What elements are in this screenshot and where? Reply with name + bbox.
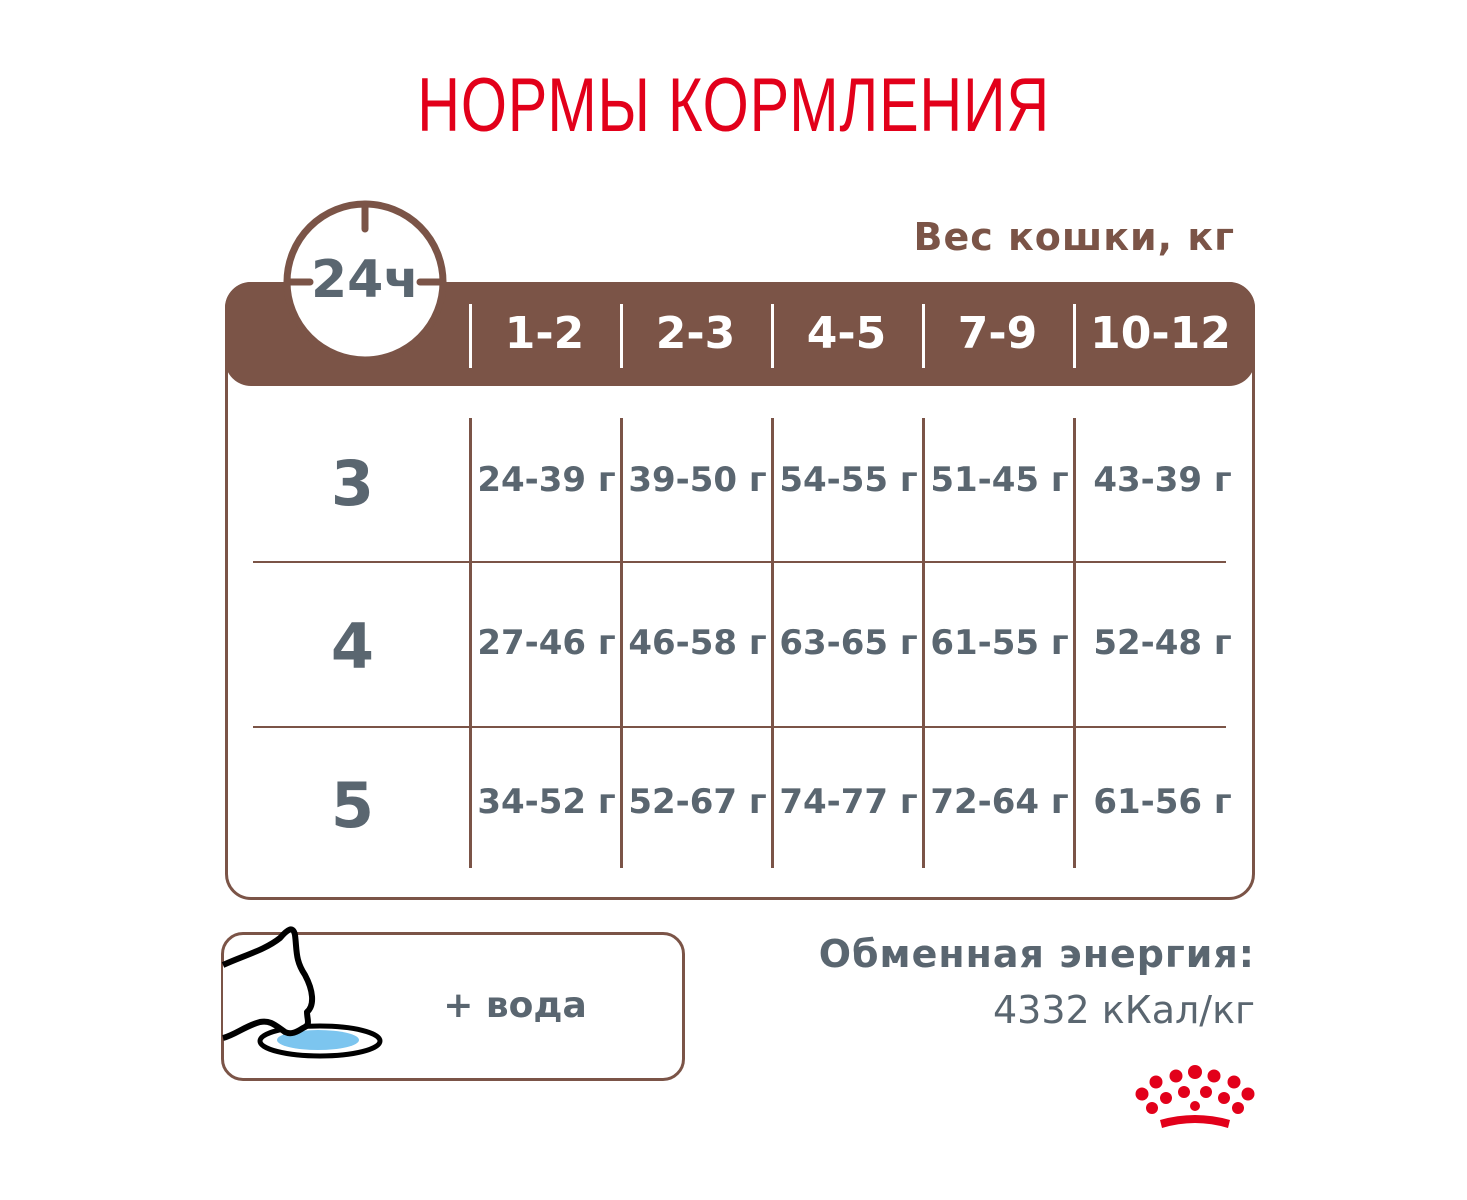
water-box — [221, 932, 685, 1081]
water-label: + вода — [443, 985, 587, 1026]
column-divider — [1073, 418, 1076, 868]
table-cell: 34-52 г — [477, 782, 616, 822]
row-label-meals: 4 — [330, 610, 375, 683]
page-title: НОРМЫ КОРМЛЕНИЯ — [0, 62, 1467, 149]
column-divider — [922, 418, 925, 868]
page-title-text: НОРМЫ КОРМЛЕНИЯ — [417, 63, 1050, 148]
table-cell: 24-39 г — [477, 460, 616, 500]
column-divider — [469, 418, 472, 868]
column-divider — [620, 418, 623, 868]
table-cell: 27-46 г — [477, 623, 616, 663]
row-divider — [253, 726, 1226, 728]
header-divider — [1073, 304, 1076, 368]
royal-canin-crown-logo — [1135, 1065, 1255, 1128]
cat-drinking-icon — [221, 926, 383, 1059]
header-divider — [469, 304, 472, 368]
table-cell: 61-55 г — [930, 623, 1069, 663]
header-divider — [620, 304, 623, 368]
column-header-7-9: 7-9 — [957, 308, 1038, 359]
column-header-4-5: 4-5 — [806, 308, 887, 359]
row-label-meals: 5 — [330, 769, 375, 842]
table-cell: 39-50 г — [628, 460, 767, 500]
table-cell: 72-64 г — [930, 782, 1069, 822]
table-cell: 54-55 г — [779, 460, 918, 500]
header-divider — [922, 304, 925, 368]
table-cell: 74-77 г — [779, 782, 918, 822]
column-divider — [771, 418, 774, 868]
table-cell: 52-67 г — [628, 782, 767, 822]
weight-column-label: Вес кошки, кг — [913, 215, 1235, 259]
table-cell: 43-39 г — [1093, 460, 1232, 500]
energy-value: 4332 кКал/кг — [992, 988, 1255, 1032]
column-header-2-3: 2-3 — [655, 308, 736, 359]
row-divider — [253, 561, 1226, 563]
table-cell: 63-65 г — [779, 623, 918, 663]
energy-title: Обменная энергия: — [818, 932, 1255, 976]
row-label-meals: 3 — [330, 447, 375, 520]
header-divider — [771, 304, 774, 368]
clock-icon — [283, 200, 447, 364]
table-cell: 61-56 г — [1093, 782, 1232, 822]
column-header-10-12: 10-12 — [1090, 308, 1231, 359]
table-cell: 46-58 г — [628, 623, 767, 663]
clock-label: 24ч — [310, 250, 420, 310]
table-cell: 52-48 г — [1093, 623, 1232, 663]
column-header-1-2: 1-2 — [504, 308, 585, 359]
table-cell: 51-45 г — [930, 460, 1069, 500]
